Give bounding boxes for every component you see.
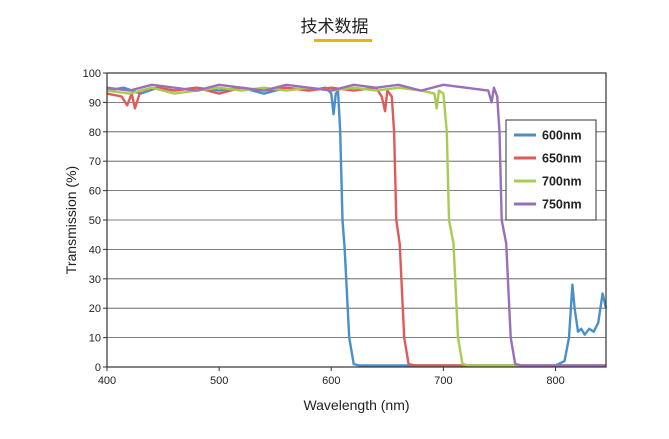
y-tick-label: 40 [89, 244, 101, 256]
x-tick-label: 800 [546, 375, 564, 387]
y-tick-label: 30 [89, 274, 101, 286]
legend-label: 650nm [542, 152, 582, 166]
y-tick-label: 80 [89, 127, 101, 139]
legend-label: 700nm [542, 175, 582, 189]
title-underline [314, 39, 372, 42]
legend-label: 600nm [542, 129, 582, 143]
series-line-750nm [106, 83, 606, 367]
y-tick-label: 0 [95, 362, 101, 374]
y-tick-label: 90 [89, 97, 101, 109]
y-axis-title: Transmission (%) [63, 166, 79, 274]
page-title: 技术数据 [300, 17, 369, 37]
x-axis-title: Wavelength (nm) [303, 397, 409, 413]
y-axis-ticks: 0 10 20 30 40 50 60 70 80 90 100 [83, 68, 107, 374]
y-tick-label: 10 [89, 333, 101, 345]
y-tick-label: 20 [89, 303, 101, 315]
x-tick-label: 400 [98, 375, 116, 387]
y-tick-label: 50 [89, 215, 101, 227]
x-tick-label: 500 [210, 375, 228, 387]
y-tick-label: 60 [89, 186, 101, 198]
legend-box [505, 119, 597, 221]
x-tick-label: 600 [322, 375, 340, 387]
x-axis-ticks: 400 500 600 700 800 [98, 367, 565, 387]
x-tick-label: 700 [434, 375, 452, 387]
plot-series [106, 83, 608, 367]
y-tick-label: 70 [89, 156, 101, 168]
y-tick-label: 100 [83, 68, 101, 80]
legend: 600nm 650nm 700nm 750nm [505, 119, 597, 221]
legend-label: 750nm [542, 198, 582, 212]
series-line-700nm [106, 86, 606, 367]
series-line-600nm [106, 86, 608, 367]
